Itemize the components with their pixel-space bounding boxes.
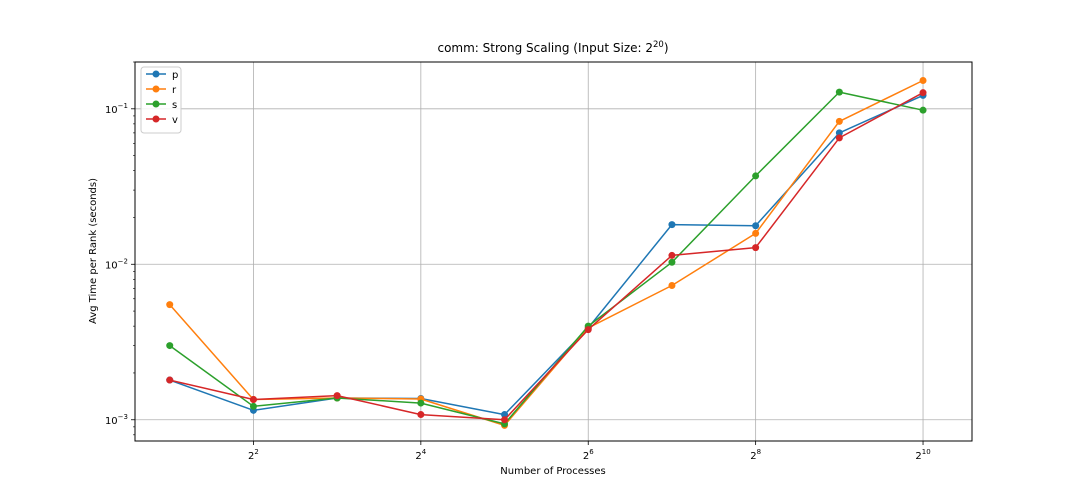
legend-label: v [172, 115, 178, 126]
data-point-p [501, 411, 509, 419]
chart-title-exp: 20 [653, 40, 664, 50]
data-point-s [417, 399, 425, 407]
series-layer [166, 77, 927, 429]
y-tick-base: 10 [105, 105, 118, 116]
data-point-s [752, 172, 760, 180]
data-point-s [166, 342, 174, 350]
x-tick-label: 28 [750, 448, 761, 462]
series-line-p [169, 94, 924, 416]
x-tick-label: 24 [415, 448, 426, 462]
legend-label: r [172, 85, 177, 96]
data-point-p [835, 129, 843, 137]
data-point-r [835, 117, 843, 125]
legend-marker [152, 70, 160, 78]
data-point-s [919, 106, 927, 114]
x-tick-base: 2 [583, 451, 589, 462]
y-tick-exp: −1 [118, 102, 128, 110]
legend-box [140, 66, 182, 134]
legend-item-s: s [146, 100, 177, 111]
x-tick-base: 2 [415, 451, 421, 462]
data-point-v [333, 392, 341, 400]
data-point-v [919, 89, 927, 97]
y-tick-label: 10−3 [105, 413, 128, 427]
x-tick-base: 2 [915, 451, 921, 462]
data-point-r [752, 229, 760, 237]
legend-item-v: v [146, 115, 178, 126]
data-point-p [752, 222, 760, 230]
x-tick-exp: 8 [757, 448, 761, 456]
legend-marker [152, 115, 160, 123]
x-tick-exp: 4 [422, 448, 427, 456]
y-axis-label: Avg Time per Rank (seconds) [88, 178, 99, 324]
series-v [166, 89, 927, 424]
series-p [166, 91, 927, 419]
chart-title-suffix: ) [664, 41, 669, 55]
y-tick-exp: −3 [118, 413, 128, 421]
grid [135, 62, 972, 441]
legend-label: p [172, 70, 178, 81]
x-tick-base: 2 [750, 451, 756, 462]
data-point-v [835, 134, 843, 142]
data-point-s [249, 402, 257, 410]
data-point-v [501, 416, 509, 424]
y-tick-label: 10−2 [105, 257, 128, 271]
data-point-v [584, 326, 592, 334]
data-point-v [417, 411, 425, 419]
data-point-v [249, 395, 257, 403]
data-point-p [668, 221, 676, 229]
y-tick-exp: −2 [118, 257, 128, 265]
data-point-r [668, 282, 676, 290]
x-axis-label: Number of Processes [500, 466, 605, 477]
legend-marker [152, 100, 160, 108]
legend-marker [152, 85, 160, 93]
x-tick-label: 210 [915, 448, 930, 462]
chart-title: comm: Strong Scaling (Input Size: 220) [437, 40, 668, 55]
data-point-r [919, 77, 927, 85]
data-point-v [166, 376, 174, 384]
x-tick-exp: 6 [589, 448, 594, 456]
series-line-r [169, 79, 924, 427]
series-line-v [169, 92, 924, 421]
y-tick-base: 10 [105, 416, 118, 427]
x-tick-base: 2 [248, 451, 254, 462]
data-point-r [166, 301, 174, 309]
chart-title-prefix: comm: Strong Scaling (Input Size: 2 [437, 41, 653, 55]
data-point-s [835, 88, 843, 96]
plot-frame [134, 61, 973, 442]
x-tick-label: 22 [248, 448, 259, 462]
x-tick-label: 26 [583, 448, 594, 462]
data-point-s [668, 258, 676, 266]
data-point-v [752, 244, 760, 252]
y-tick-label: 10−1 [105, 102, 128, 116]
y-tick-base: 10 [105, 260, 118, 271]
legend-item-r: r [146, 85, 177, 96]
legend-item-p: p [146, 70, 178, 81]
x-tick-exp: 2 [254, 448, 258, 456]
x-tick-exp: 10 [922, 448, 931, 456]
legend-label: s [172, 100, 177, 111]
data-point-v [668, 251, 676, 259]
